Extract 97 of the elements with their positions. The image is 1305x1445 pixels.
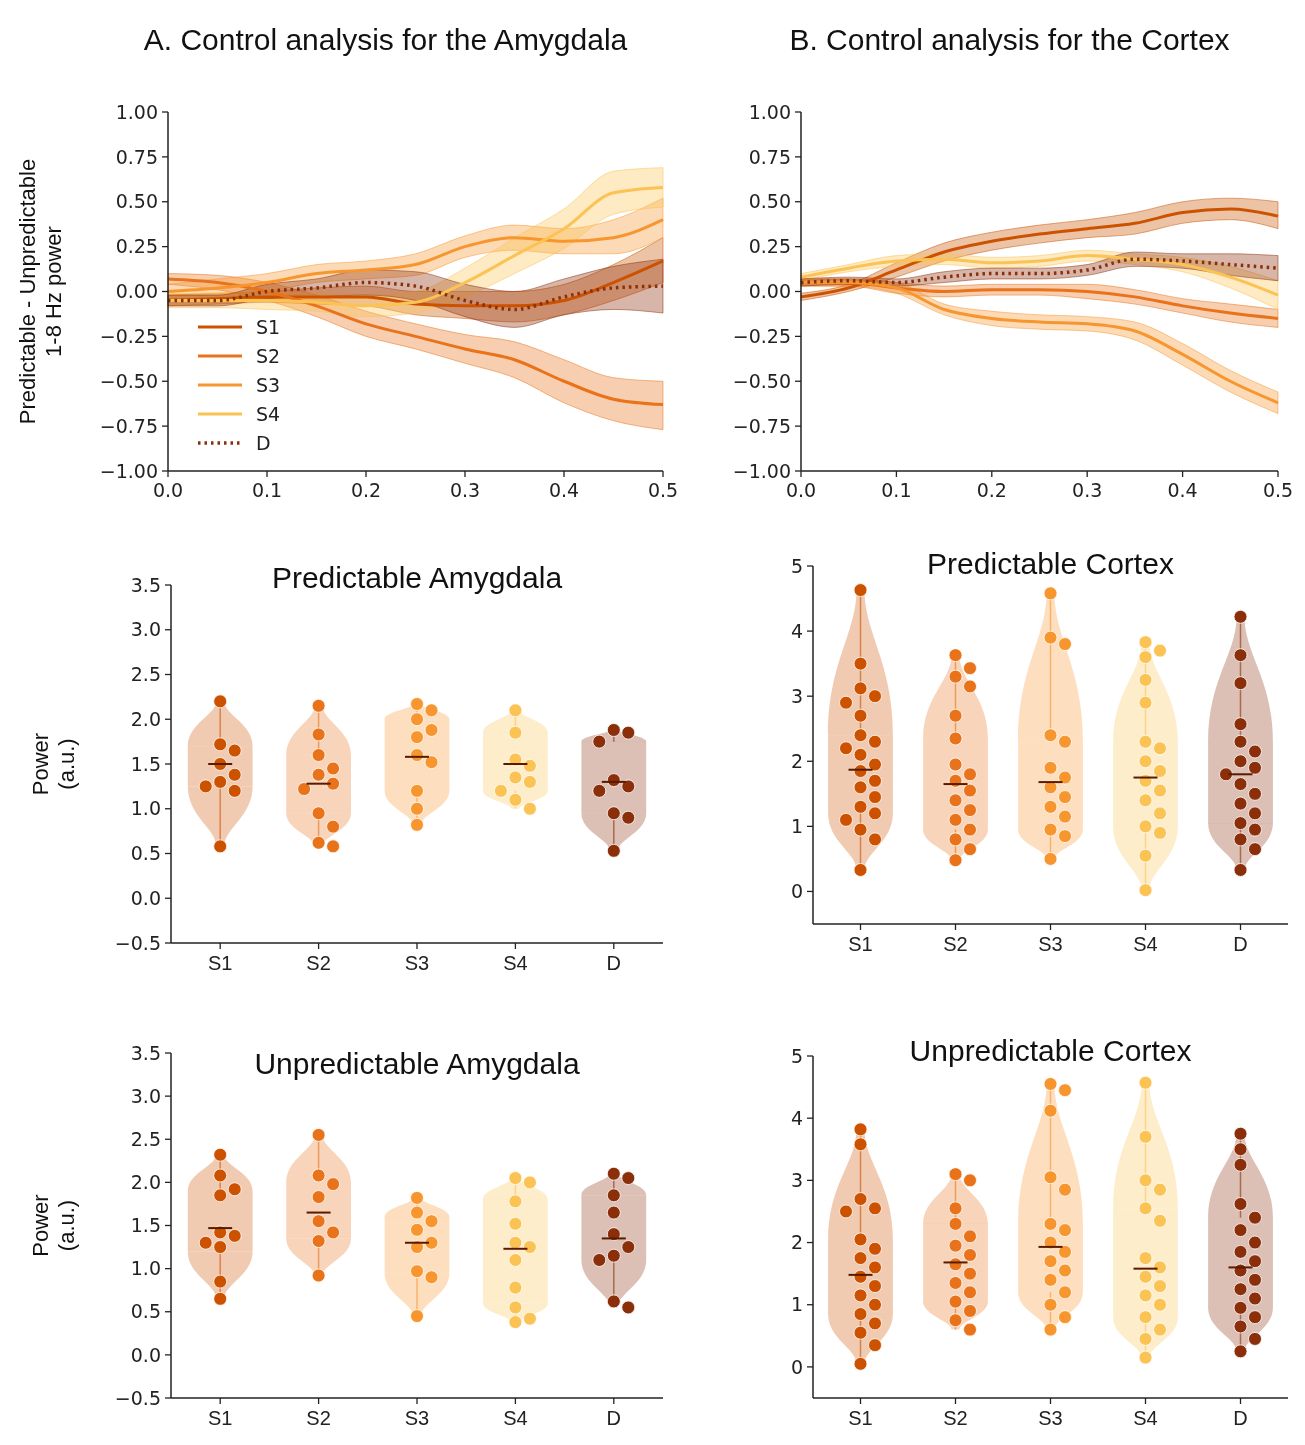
y-axis-title: Power (a.u.) xyxy=(27,732,80,796)
y-tick-label: −0.25 xyxy=(99,325,158,348)
y-tick-label: 0.50 xyxy=(748,190,791,213)
y-tick-label: 0 xyxy=(790,1355,803,1378)
chart-title: Predictable Amygdala xyxy=(271,561,563,594)
y-tick-label: 1.0 xyxy=(130,797,161,820)
y-tick-label: 0.5 xyxy=(130,842,161,865)
x-tick-label: S4 xyxy=(1133,1407,1158,1429)
chart-title: Unpredictable Cortex xyxy=(909,1034,1192,1067)
x-tick-label: S3 xyxy=(404,1407,430,1429)
y-tick-label: 0.25 xyxy=(115,235,158,258)
y-tick-label: 4 xyxy=(790,1106,803,1129)
y-tick-label: 5 xyxy=(790,1044,803,1067)
y-tick-label: 1.5 xyxy=(130,752,161,775)
x-tick-label: 0.3 xyxy=(1072,479,1103,501)
line-series xyxy=(799,254,1280,297)
x-tick-label: S1 xyxy=(207,1407,233,1429)
x-tick-label: 0.4 xyxy=(548,479,580,501)
y-tick-label: 0.0 xyxy=(130,1343,161,1366)
x-tick-label: S2 xyxy=(943,933,968,955)
y-tick-label: 2.5 xyxy=(130,663,161,686)
y-tick-label: 1 xyxy=(790,815,803,838)
y-tick-label: −0.50 xyxy=(99,369,158,392)
y-tick-label: 1.00 xyxy=(115,100,158,123)
legend-label: S1 xyxy=(256,315,281,338)
x-tick-label: 0.4 xyxy=(1167,479,1198,501)
x-tick-label: S2 xyxy=(943,1407,968,1429)
y-tick-label: −0.5 xyxy=(114,931,161,954)
y-tick-label: 1.5 xyxy=(130,1214,161,1237)
y-tick-label: 1.00 xyxy=(748,100,791,123)
x-tick-label: S1 xyxy=(848,933,873,955)
legend-label: D xyxy=(256,431,271,454)
y-tick-label: −1.00 xyxy=(99,459,158,482)
chart-title: B. Control analysis for the Cortex xyxy=(789,23,1230,56)
y-axis-title: Predictable - Unpredictable 1-8 Hz power xyxy=(14,158,67,425)
y-tick-label: 2 xyxy=(790,1231,803,1254)
y-tick-label: 0 xyxy=(790,880,803,903)
y-tick-label: 0.75 xyxy=(748,145,791,168)
chart-title: Unpredictable Amygdala xyxy=(254,1047,580,1080)
line-series xyxy=(166,218,665,293)
legend-label: S2 xyxy=(256,344,281,367)
y-tick-label: −0.75 xyxy=(732,414,791,437)
x-tick-label: 0.5 xyxy=(1262,479,1294,501)
x-tick-label: S4 xyxy=(503,952,528,974)
chart-title: A. Control analysis for the Amygdala xyxy=(143,23,628,56)
x-tick-label: S1 xyxy=(207,952,233,974)
y-tick-label: 0.00 xyxy=(115,280,158,303)
x-tick-label: S3 xyxy=(1038,933,1063,955)
x-tick-label: 0.2 xyxy=(350,479,382,501)
x-tick-label: S2 xyxy=(306,1407,331,1429)
y-tick-label: 1.0 xyxy=(130,1257,161,1280)
y-tick-label: −0.50 xyxy=(732,369,791,392)
x-tick-label: S2 xyxy=(306,952,331,974)
y-tick-label: −0.5 xyxy=(114,1386,161,1409)
y-tick-label: 2 xyxy=(790,749,803,772)
x-tick-label: 0.1 xyxy=(881,479,912,501)
y-tick-label: −0.25 xyxy=(732,325,791,348)
y-tick-label: 3 xyxy=(790,684,803,707)
line-series xyxy=(166,280,665,312)
y-tick-label: 2.0 xyxy=(130,1171,161,1194)
x-tick-label: S4 xyxy=(1133,933,1158,955)
chart-title: Predictable Cortex xyxy=(927,547,1174,580)
y-tick-label: 0.25 xyxy=(748,235,791,258)
x-tick-label: 0.2 xyxy=(976,479,1007,501)
x-tick-label: 0.5 xyxy=(647,479,679,501)
y-tick-label: 2.5 xyxy=(130,1127,161,1150)
y-tick-label: 3 xyxy=(790,1169,803,1192)
y-tick-label: 3.5 xyxy=(130,1041,161,1064)
x-tick-label: 0.0 xyxy=(152,479,184,501)
legend-label: S4 xyxy=(256,402,281,425)
x-tick-label: D xyxy=(606,1407,622,1429)
y-axis-title: Power (a.u.) xyxy=(27,1194,80,1257)
x-tick-label: 0.3 xyxy=(449,479,481,501)
x-tick-label: S3 xyxy=(404,952,430,974)
y-tick-label: 0.50 xyxy=(115,190,158,213)
x-tick-label: S4 xyxy=(503,1407,528,1429)
x-tick-label: D xyxy=(606,952,622,974)
y-tick-label: 1 xyxy=(790,1293,803,1316)
line-series xyxy=(166,277,665,407)
y-tick-label: 2.0 xyxy=(130,707,161,730)
y-tick-label: 3.5 xyxy=(130,573,161,596)
legend-label: S3 xyxy=(256,373,281,396)
y-tick-label: −0.75 xyxy=(99,414,158,437)
y-tick-label: 4 xyxy=(790,619,803,642)
x-tick-label: 0.1 xyxy=(251,479,283,501)
y-tick-label: 3.0 xyxy=(130,1084,161,1107)
y-tick-label: 0.00 xyxy=(748,280,791,303)
x-tick-label: D xyxy=(1233,933,1248,955)
y-tick-label: 3.0 xyxy=(130,618,161,641)
y-tick-label: −1.00 xyxy=(732,459,791,482)
y-tick-label: 0.75 xyxy=(115,145,158,168)
y-tick-label: 5 xyxy=(790,554,803,577)
x-tick-label: D xyxy=(1233,1407,1248,1429)
y-tick-label: 0.5 xyxy=(130,1300,161,1323)
x-tick-label: S3 xyxy=(1038,1407,1063,1429)
x-tick-label: S1 xyxy=(848,1407,873,1429)
y-tick-label: 0.0 xyxy=(130,886,161,909)
